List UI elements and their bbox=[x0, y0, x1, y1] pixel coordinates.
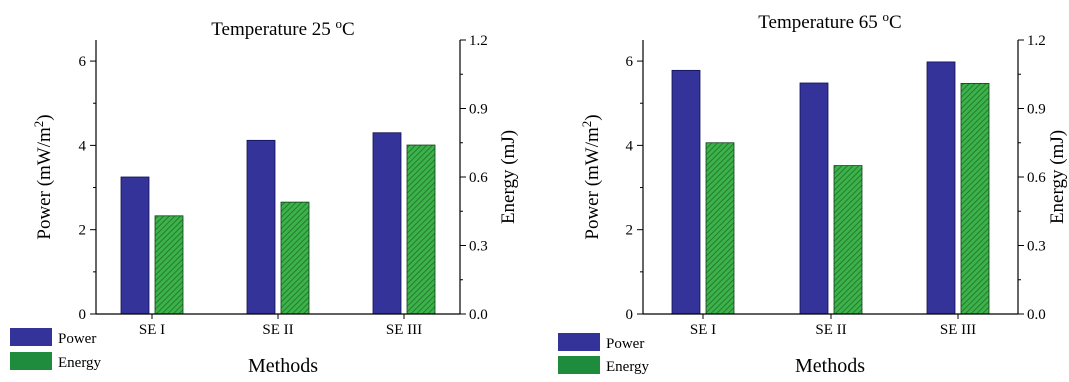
x-tick-label: SE II bbox=[815, 322, 846, 338]
y-right-tick-label: 0.9 bbox=[1027, 102, 1046, 118]
chart-title: Temperature 25 oC bbox=[211, 16, 354, 40]
y-left-tick-label: 2 bbox=[626, 223, 634, 239]
ticks: 0 2 4 6 0.0 0.3 0.6 0.9 1.2 SE I SE II SE III bbox=[79, 33, 489, 338]
axes bbox=[95, 40, 461, 315]
legend-swatch-power bbox=[558, 333, 600, 351]
y-left-tick-label: 0 bbox=[79, 307, 87, 323]
y-axis-right-label: Energy (mJ) bbox=[498, 130, 519, 224]
y-left-tick-label: 6 bbox=[626, 54, 634, 70]
legend-swatch-energy bbox=[558, 356, 600, 374]
ticks: 0 2 4 6 0.0 0.3 0.6 0.9 1.2 SE I SE II SE III bbox=[626, 33, 1047, 338]
y-left-tick-label: 6 bbox=[79, 54, 87, 70]
legend-label-energy: Energy bbox=[606, 359, 650, 375]
bar-energy-1 bbox=[705, 142, 735, 315]
bar-energy-3 bbox=[960, 82, 990, 315]
bar-energy-1 bbox=[154, 215, 184, 315]
y-left-tick-label: 0 bbox=[626, 307, 634, 323]
bar-group bbox=[671, 61, 990, 315]
y-left-tick-label: 4 bbox=[626, 138, 634, 154]
y-right-tick-label: 0.0 bbox=[1027, 307, 1046, 323]
legend: Power Energy bbox=[558, 333, 650, 375]
x-axis-label: Methods bbox=[248, 355, 318, 377]
bar-power-3 bbox=[926, 61, 956, 315]
chart-panel-1: Temperature 25 oC Power (mW/m2) Energy (… bbox=[10, 16, 519, 377]
bar-power-2 bbox=[246, 139, 276, 315]
bar-power-2 bbox=[799, 82, 829, 315]
x-axis-label: Methods bbox=[795, 355, 865, 377]
y-right-tick-label: 0.6 bbox=[469, 170, 488, 186]
x-tick-label: SE I bbox=[690, 322, 716, 338]
legend-swatch-energy bbox=[10, 352, 52, 370]
y-right-tick-label: 1.2 bbox=[469, 33, 488, 49]
y-right-tick-label: 1.2 bbox=[1027, 33, 1046, 49]
y-right-tick-label: 0.9 bbox=[469, 102, 488, 118]
x-tick-label: SE II bbox=[262, 322, 293, 338]
y-right-tick-label: 0.6 bbox=[1027, 170, 1046, 186]
bar-group bbox=[120, 132, 436, 315]
bar-energy-2 bbox=[280, 201, 310, 315]
legend: Power Energy bbox=[10, 328, 102, 371]
legend-label-power: Power bbox=[606, 336, 644, 352]
chart-title: Temperature 65 oC bbox=[758, 9, 901, 33]
y-axis-left-label: Power (mW/m2) bbox=[579, 114, 603, 239]
chart-panel-2: Temperature 65 oC Power (mW/m2) Energy (… bbox=[558, 9, 1068, 377]
y-right-tick-label: 0.3 bbox=[1027, 239, 1046, 255]
legend-label-power: Power bbox=[58, 331, 96, 347]
y-right-tick-label: 0.3 bbox=[469, 239, 488, 255]
bar-power-1 bbox=[671, 69, 701, 315]
legend-label-energy: Energy bbox=[58, 355, 102, 371]
bar-energy-3 bbox=[406, 144, 436, 315]
y-axis-left-label: Power (mW/m2) bbox=[31, 114, 55, 239]
y-left-tick-label: 4 bbox=[79, 138, 87, 154]
y-axis-right-label: Energy (mJ) bbox=[1047, 130, 1068, 224]
bar-energy-2 bbox=[833, 165, 863, 315]
y-right-tick-label: 0.0 bbox=[469, 307, 488, 323]
x-tick-label: SE III bbox=[386, 322, 422, 338]
bar-power-3 bbox=[372, 132, 402, 315]
x-tick-label: SE I bbox=[139, 322, 165, 338]
y-left-tick-label: 2 bbox=[79, 223, 87, 239]
legend-swatch-power bbox=[10, 328, 52, 346]
bar-power-1 bbox=[120, 176, 150, 315]
x-tick-label: SE III bbox=[940, 322, 976, 338]
